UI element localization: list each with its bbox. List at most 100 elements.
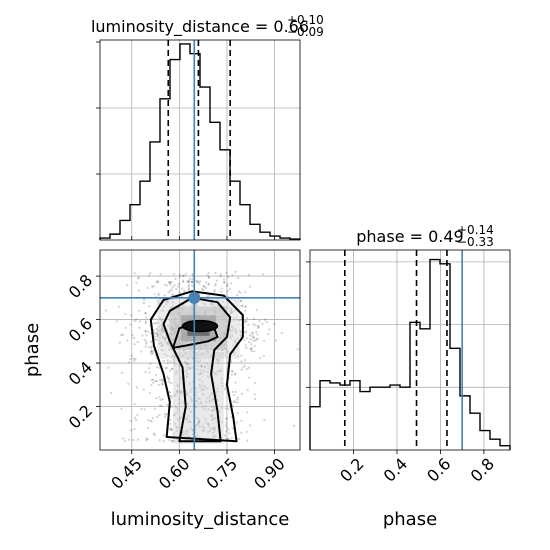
joint-scatter-point — [245, 346, 248, 349]
joint-scatter-point — [109, 391, 113, 394]
joint-scatter-point — [280, 331, 283, 335]
joint-scatter-point — [211, 418, 214, 421]
joint-scatter-point — [248, 285, 251, 288]
joint-scatter-point — [240, 354, 243, 357]
joint-scatter-point — [158, 404, 161, 407]
joint-scatter-point — [165, 413, 168, 416]
joint-scatter-point — [198, 397, 201, 400]
joint-scatter-point — [155, 331, 158, 335]
joint-scatter-point — [167, 380, 171, 383]
phase-x-tick-label: 0.2 — [336, 454, 367, 485]
joint-scatter-point — [194, 394, 197, 397]
joint-scatter-point — [216, 399, 219, 402]
joint-scatter-point — [263, 418, 266, 421]
joint-scatter-point — [211, 414, 214, 417]
joint-scatter-point — [244, 305, 248, 308]
joint-scatter-point — [182, 431, 185, 434]
joint-scatter-point — [186, 393, 189, 396]
joint-scatter-point — [244, 344, 247, 347]
joint-scatter-point — [124, 312, 127, 316]
joint-scatter-point — [250, 343, 253, 346]
joint-scatter-point — [176, 391, 179, 395]
joint-scatter-point — [188, 362, 191, 365]
joint-scatter-point — [202, 388, 205, 392]
joint-scatter-point — [107, 366, 110, 369]
joint-scatter-point — [170, 288, 173, 291]
joint-scatter-point — [171, 440, 174, 443]
joint-scatter-point — [244, 321, 247, 324]
joint-scatter-point — [178, 364, 181, 367]
joint-scatter-point — [188, 395, 191, 398]
joint-scatter-point — [234, 270, 237, 273]
joint-scatter-point — [228, 432, 231, 435]
joint-scatter-point — [198, 373, 201, 376]
joint-scatter-point — [207, 408, 210, 411]
joint-scatter-point — [228, 288, 231, 291]
joint-scatter-point — [143, 338, 146, 342]
joint-scatter-point — [161, 383, 164, 386]
joint-scatter-point — [128, 438, 131, 441]
joint-scatter-point — [168, 369, 172, 373]
joint-scatter-point — [203, 384, 206, 387]
lumdist-xlabel: luminosity_distance — [111, 509, 290, 530]
joint-scatter-point — [255, 338, 258, 341]
joint-scatter-point — [198, 418, 201, 421]
joint-scatter-point — [172, 432, 175, 435]
joint-scatter-point — [207, 425, 210, 428]
joint-scatter-point — [227, 428, 230, 431]
joint-scatter-point — [129, 419, 132, 423]
joint-scatter-point — [202, 288, 205, 292]
joint-scatter-point — [191, 429, 194, 432]
joint-scatter-point — [153, 293, 156, 296]
joint-scatter-point — [151, 416, 154, 420]
joint-scatter-point — [263, 318, 267, 321]
joint-scatter-point — [165, 284, 169, 287]
joint-scatter-point — [144, 320, 148, 323]
joint-scatter-point — [262, 354, 265, 357]
joint-scatter-point — [245, 337, 249, 340]
joint-scatter-point — [186, 366, 189, 369]
joint-scatter-point — [246, 389, 249, 392]
joint-scatter-point — [184, 429, 188, 432]
joint-scatter-point — [200, 365, 204, 368]
joint-scatter-point — [169, 360, 172, 363]
joint-scatter-point — [170, 439, 174, 443]
joint-scatter-point — [168, 428, 171, 431]
joint-scatter-point — [174, 372, 177, 375]
top-hist-steps — [99, 43, 301, 240]
joint-scatter-point — [250, 347, 253, 351]
joint-scatter-point — [200, 402, 203, 405]
joint-scatter-point — [182, 279, 185, 282]
joint-scatter-point — [186, 368, 189, 371]
joint-scatter-point — [147, 330, 150, 333]
joint-scatter-point — [263, 339, 266, 342]
joint-scatter-point — [120, 407, 123, 410]
joint-scatter-point — [234, 372, 237, 375]
joint-scatter-point — [197, 360, 200, 363]
joint-scatter-point — [188, 408, 191, 411]
joint-scatter-point — [215, 390, 218, 393]
joint-scatter-point — [208, 364, 211, 367]
joint-scatter-point — [198, 425, 201, 428]
joint-scatter-point — [250, 331, 253, 334]
joint-scatter-point — [225, 437, 228, 440]
joint-scatter-point — [190, 281, 194, 284]
joint-scatter-point — [220, 377, 224, 380]
joint-scatter-point — [237, 290, 241, 293]
joint-scatter-point — [208, 395, 211, 399]
joint-scatter-point — [133, 343, 136, 346]
joint-scatter-point — [232, 400, 235, 403]
joint-scatter-point — [177, 282, 181, 286]
joint-scatter-point — [133, 403, 136, 406]
joint-scatter-point — [152, 349, 155, 352]
joint-scatter-point — [265, 321, 268, 324]
joint-scatter-point — [296, 348, 299, 351]
joint-scatter-point — [162, 440, 165, 443]
joint-scatter-point — [194, 405, 197, 409]
joint-scatter-point — [250, 346, 254, 349]
joint-scatter-point — [159, 273, 162, 276]
joint-scatter-point — [210, 415, 213, 418]
joint-scatter-point — [173, 359, 176, 362]
joint-scatter-point — [187, 281, 190, 284]
joint-scatter-point — [158, 366, 161, 369]
